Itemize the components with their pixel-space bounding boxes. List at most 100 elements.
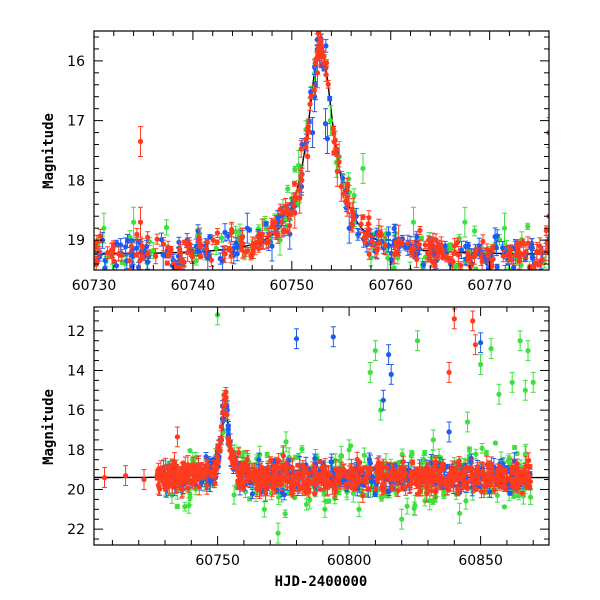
data-point [484,246,490,252]
data-point [385,231,392,237]
data-point [366,215,372,221]
data-point [287,223,293,229]
data-point [380,397,386,403]
data-point [391,251,397,258]
data-point [480,238,486,244]
data-point [187,448,193,454]
data-point [525,223,531,229]
data-point [467,264,474,270]
data-point [303,144,309,150]
data-point [160,241,167,247]
data-point [324,136,330,142]
data-point [388,371,394,377]
data-point [410,219,417,225]
data-point [472,228,478,234]
data-point [417,227,423,233]
data-point [154,236,160,242]
data-point [346,225,352,231]
data-point [522,387,528,393]
data-point [391,265,397,270]
data-point [484,259,490,266]
data-point [430,437,436,443]
data-point [291,181,298,187]
data-point [307,101,313,107]
data-point [458,247,464,253]
data-point [340,191,346,197]
data-point [296,187,302,193]
data-point [322,506,328,512]
data-point [139,244,145,250]
data-point [102,265,108,270]
data-point [361,452,367,458]
data-point [452,243,458,249]
data-point [539,256,545,262]
data-point [115,271,120,276]
data-point [534,249,540,255]
data-point [303,501,310,507]
x-tick-label: 60740 [171,278,216,294]
data-point [426,237,432,243]
data-point [350,490,356,496]
data-point [360,214,366,220]
data-point [272,219,278,225]
data-point [163,224,170,231]
data-point [517,338,523,344]
data-point [226,246,232,252]
data-point [101,225,107,231]
data-point [270,223,276,229]
data-point [124,238,131,244]
data-point [463,498,469,504]
model-curve [94,44,549,255]
data-point [196,238,202,244]
data-point [525,348,531,354]
data-point [127,234,133,240]
data-point [189,254,195,260]
data-point [214,230,220,236]
data-point [458,262,464,269]
data-point [311,87,317,93]
data-point [529,255,536,261]
data-point [210,237,216,243]
data-point [332,137,338,143]
data-point [97,233,103,239]
data-point [169,492,175,498]
data-point [433,237,439,243]
data-point [409,450,415,456]
data-point [516,254,523,260]
data-point [133,252,139,258]
data-point [376,240,382,246]
data-point [366,251,372,257]
data-point [511,444,518,451]
data-point [334,168,340,174]
data-point [409,250,415,256]
data-point [493,245,499,251]
data-point [213,245,219,251]
data-point [228,253,234,259]
data-point [280,228,286,234]
data-point [501,225,508,231]
data-point [348,221,355,227]
data-point [298,146,304,152]
data-point [544,239,549,245]
data-point [518,262,524,268]
data-point [297,195,303,201]
data-point [237,228,243,234]
x-tick-label: 60770 [467,278,512,294]
data-point [514,450,520,457]
data-point [116,251,122,257]
data-point [506,455,512,462]
data-point [414,338,421,344]
data-point [414,256,420,262]
data-point [246,227,252,233]
data-point [114,263,120,269]
data-point [290,202,297,208]
data-point [111,258,117,265]
data-point [282,511,288,517]
data-point [527,265,533,270]
data-point [443,255,450,261]
data-point [372,348,378,354]
data-point [247,496,253,502]
data-point [137,219,144,225]
data-point [422,450,428,456]
data-point [167,250,173,256]
